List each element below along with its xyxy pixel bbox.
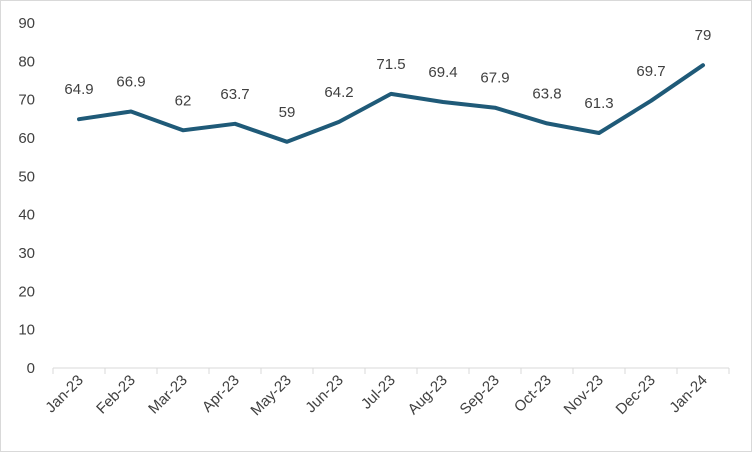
x-tick-label: Dec-23 [613, 372, 659, 418]
x-tick-label: Jul-23 [358, 372, 399, 413]
data-label: 63.7 [220, 86, 249, 103]
x-tick-label: Jun-23 [302, 372, 346, 416]
y-tick-label: 40 [18, 207, 35, 224]
x-tick-label: Sep-23 [457, 372, 503, 418]
x-tick-label: May-23 [247, 372, 294, 419]
data-label: 69.7 [636, 63, 665, 80]
data-label: 67.9 [480, 70, 509, 87]
x-tick-label: Mar-23 [145, 372, 191, 418]
y-tick-label: 30 [18, 245, 35, 262]
data-label: 59 [279, 104, 296, 121]
x-tick-label: Jan-24 [666, 372, 710, 416]
x-tick-label: Apr-23 [199, 372, 243, 416]
y-tick-label: 80 [18, 53, 35, 70]
y-tick-label: 50 [18, 168, 35, 185]
y-tick-label: 70 [18, 92, 35, 109]
data-label: 62 [175, 92, 192, 109]
x-tick-label: Aug-23 [405, 372, 451, 418]
data-label: 71.5 [376, 56, 405, 73]
y-tick-label: 90 [18, 15, 35, 32]
data-label: 64.9 [64, 81, 93, 98]
y-axis: 0 10 20 30 40 50 60 70 80 90 [18, 15, 35, 377]
data-label: 79 [695, 27, 712, 44]
y-tick-label: 20 [18, 283, 35, 300]
data-label: 64.2 [324, 84, 353, 101]
y-tick-label: 0 [27, 360, 35, 377]
data-label: 61.3 [584, 95, 613, 112]
x-tick-label: Oct-23 [511, 372, 555, 416]
series-line [77, 63, 705, 144]
y-tick-label: 60 [18, 130, 35, 147]
x-tick-label: Feb-23 [93, 372, 139, 418]
data-label: 63.8 [532, 85, 561, 102]
data-label: 69.4 [428, 64, 457, 81]
data-label: 66.9 [116, 74, 145, 91]
x-axis-ticks [52, 368, 730, 374]
data-labels: 64.9 66.9 62 63.7 59 64.2 71.5 69.4 67.9 63.8 61.3… [64, 27, 711, 121]
x-tick-label: Jan-23 [42, 372, 86, 416]
x-tick-label: Nov-23 [561, 372, 607, 418]
x-axis: Jan-23 Feb-23 Mar-23 Apr-23 May-23 Jun-23 Jul-… [42, 372, 710, 419]
y-tick-label: 10 [18, 322, 35, 339]
